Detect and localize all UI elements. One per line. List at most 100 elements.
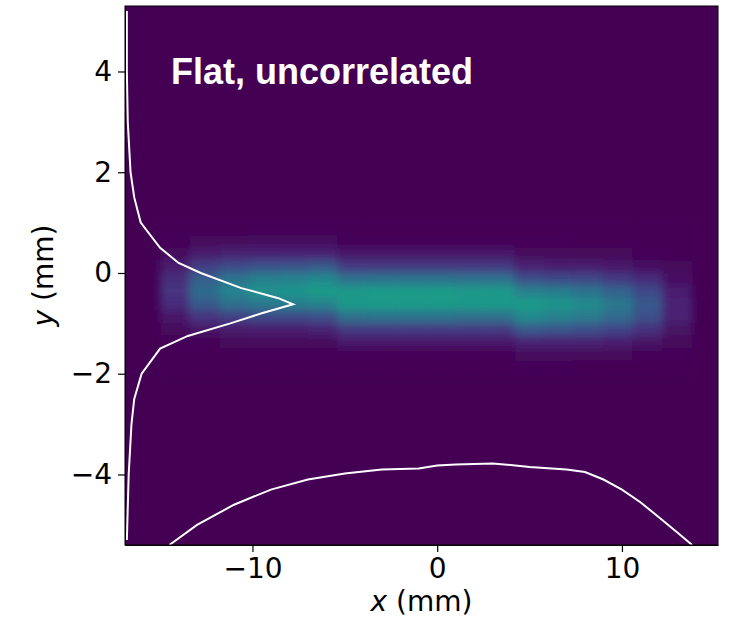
heatmap-cell [663, 361, 693, 374]
heatmap-cell [663, 336, 693, 349]
heatmap-cell [367, 361, 397, 374]
heatmap-cell [603, 336, 633, 349]
heatmap-cell [574, 260, 604, 273]
heatmap-cell [190, 223, 220, 236]
heatmap-cell [663, 323, 693, 336]
heatmap-cell [367, 235, 397, 248]
heatmap-cell [397, 298, 427, 311]
heatmap-cell [544, 223, 574, 236]
y-axis: −4−2024 [71, 7, 126, 546]
tick-label: −10 [223, 552, 282, 585]
heatmap-cell [190, 349, 220, 362]
heatmap-cell [367, 273, 397, 286]
heatmap-cell [278, 260, 308, 273]
heatmap-cell [663, 273, 693, 286]
heatmap-cell [574, 248, 604, 261]
heatmap-cell [574, 336, 604, 349]
heatmap-cell [397, 273, 427, 286]
heatmap-cell [190, 311, 220, 324]
heatmap-cell [278, 349, 308, 362]
heatmap-cell [190, 260, 220, 273]
heatmap-cell [574, 361, 604, 374]
heatmap-cell [515, 235, 545, 248]
y-axis-line [125, 7, 126, 546]
heatmap-cell [456, 286, 486, 299]
heatmap-cell [633, 323, 663, 336]
heatmap-cell [456, 311, 486, 324]
tick: 0 [94, 256, 125, 289]
heatmap-cell [485, 323, 515, 336]
heatmap-cell [337, 235, 367, 248]
heatmap-cell [544, 336, 574, 349]
chart: −10010−4−2024x (mm)y (mm)Flat, uncorrela… [0, 0, 731, 629]
heatmap-cell [160, 298, 190, 311]
heatmap-cell [485, 260, 515, 273]
heatmap-cell [426, 349, 456, 362]
heatmap-cell [426, 235, 456, 248]
heatmap-cell [603, 349, 633, 362]
heatmap-cell [426, 223, 456, 236]
heatmap-cell [633, 361, 663, 374]
heatmap-cell [337, 311, 367, 324]
heatmap-cell [426, 286, 456, 299]
heatmap-cell [603, 323, 633, 336]
heatmap-cell [574, 298, 604, 311]
heatmap-cell [426, 273, 456, 286]
heatmap-cell [367, 223, 397, 236]
heatmap-cell [249, 235, 279, 248]
heatmap-cell [574, 223, 604, 236]
tick-label: 0 [429, 552, 447, 585]
heatmap-cell [663, 235, 693, 248]
heatmap-cell [633, 235, 663, 248]
tick-mark [118, 474, 125, 475]
heatmap-cell [160, 361, 190, 374]
heatmap-cell [278, 273, 308, 286]
heatmap-cell [574, 349, 604, 362]
heatmap-cell [633, 260, 663, 273]
heatmap-cell [603, 260, 633, 273]
heatmap-cell [544, 273, 574, 286]
x-axis-line [126, 545, 719, 546]
heatmap-cell [663, 248, 693, 261]
heatmap-cell [456, 223, 486, 236]
heatmap-cell [603, 248, 633, 261]
heatmap-cell [603, 361, 633, 374]
heatmap-cell [308, 323, 338, 336]
heatmap-cell [515, 273, 545, 286]
tick: 2 [94, 156, 125, 189]
heatmap-cell [544, 235, 574, 248]
heatmap-cell [308, 361, 338, 374]
heatmap-cell [367, 248, 397, 261]
heatmap-cell [515, 349, 545, 362]
heatmap-cell [397, 323, 427, 336]
heatmap-cell [456, 349, 486, 362]
heatmap-cell [397, 260, 427, 273]
heatmap-cell [574, 286, 604, 299]
tick-mark [118, 374, 125, 375]
heatmap-cell [515, 223, 545, 236]
tick: 4 [94, 55, 125, 88]
heatmap-cell [337, 361, 367, 374]
heatmap-cell [544, 298, 574, 311]
heatmap-cell [515, 336, 545, 349]
heatmap-cell [308, 336, 338, 349]
heatmap-cell [485, 223, 515, 236]
heatmap-cell [308, 248, 338, 261]
heatmap-cell [190, 286, 220, 299]
heatmap-cell [308, 223, 338, 236]
heatmap-cell [544, 260, 574, 273]
heatmap-cell [544, 311, 574, 324]
heatmap-cell [367, 286, 397, 299]
heatmap-cell [663, 223, 693, 236]
tick-label: 2 [94, 156, 112, 189]
heatmap-cell [633, 298, 663, 311]
tick-label: 4 [94, 55, 112, 88]
heatmap-cell [397, 336, 427, 349]
heatmap-cell [308, 260, 338, 273]
heatmap-cell [633, 248, 663, 261]
heatmap-cell [633, 349, 663, 362]
heatmap-cell [544, 349, 574, 362]
heatmap-cell [337, 248, 367, 261]
heatmap-cell [574, 311, 604, 324]
heatmap-cell [160, 235, 190, 248]
